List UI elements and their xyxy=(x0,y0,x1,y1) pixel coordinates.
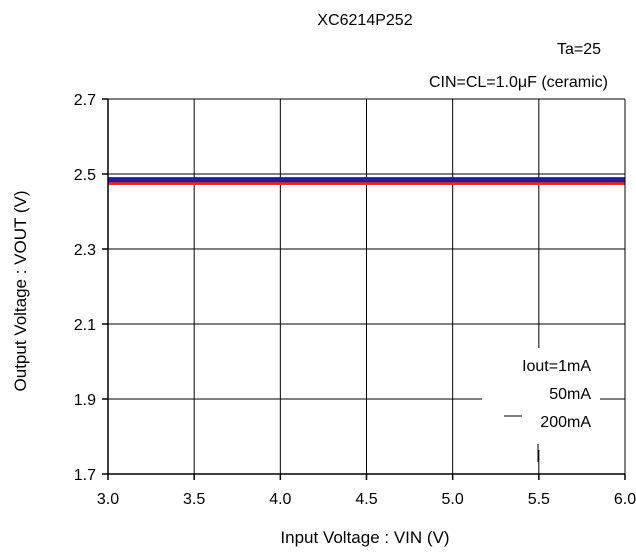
temperature-annotation: Ta=25 xyxy=(557,41,601,58)
series-lines xyxy=(108,177,625,186)
legend-entry: 200mA xyxy=(540,414,591,431)
y-axis-label: Output Voltage : VOUT (V) xyxy=(11,191,30,392)
legend-entry: Iout=1mA xyxy=(522,358,591,375)
y-tick-label: 1.9 xyxy=(74,392,96,409)
legend-background xyxy=(482,348,600,450)
x-tick-label: 3.0 xyxy=(97,491,119,508)
x-tick-label: 3.5 xyxy=(183,491,205,508)
axis-frame xyxy=(102,98,626,480)
y-tick-label: 1.7 xyxy=(74,467,96,484)
grid-lines xyxy=(108,99,625,474)
y-tick-label: 2.7 xyxy=(74,92,96,109)
x-tick-label: 5.5 xyxy=(528,491,550,508)
x-tick-label: 6.0 xyxy=(614,491,636,508)
legend-entry: 50mA xyxy=(549,386,591,403)
y-tick-label: 2.3 xyxy=(74,242,96,259)
tick-labels: 3.0 3.5 4.0 4.5 5.0 5.5 6.0 2.7 2.5 2.3 2.1 1.9 1.7 xyxy=(74,92,636,508)
y-tick-label: 2.5 xyxy=(74,167,96,184)
x-tick-label: 4.0 xyxy=(269,491,291,508)
x-tick-label: 5.0 xyxy=(442,491,464,508)
capacitor-annotation: CIN=CL=1.0μF (ceramic) xyxy=(429,74,608,91)
chart-title: XC6214P252 xyxy=(317,12,412,29)
x-axis-label: Input Voltage : VIN (V) xyxy=(280,528,449,547)
y-tick-label: 2.1 xyxy=(74,317,96,334)
x-tick-label: 4.5 xyxy=(355,491,377,508)
